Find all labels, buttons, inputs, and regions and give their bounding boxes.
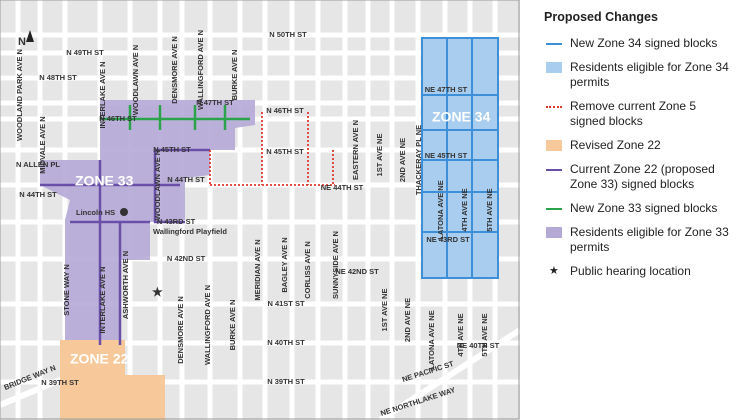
street-label: N 42ND ST [167, 254, 206, 263]
legend-label: Public hearing location [570, 264, 691, 278]
street-label: MERIDIAN AVE N [253, 239, 262, 300]
legend-label: Current Zone 22 (proposed Zone 33) signe… [570, 162, 715, 191]
legend-item: New Zone 34 signed blocks [540, 36, 732, 51]
street-label: N 50TH ST [269, 30, 307, 39]
legend-label: Residents eligible for Zone 34 permits [570, 60, 729, 89]
street-label: DENSMORE AVE N [176, 296, 185, 364]
street-label: INTERLAKE AVE N [98, 266, 107, 333]
legend-label: Revised Zone 22 [570, 138, 661, 152]
legend-swatch: ★ [549, 265, 559, 277]
street-label: N 41ST ST [267, 299, 305, 308]
legend-title: Proposed Changes [544, 10, 658, 24]
legend-item: Current Zone 22 (proposed Zone 33) signe… [540, 162, 732, 192]
street-label: 4TH AVE NE [460, 188, 469, 231]
north-arrow [26, 30, 34, 42]
remove-zone-5 [209, 112, 335, 186]
legend-swatch [546, 43, 562, 45]
street-label: WOODLAWN AVE N [153, 150, 162, 220]
legend-swatch [546, 140, 562, 151]
street [378, 327, 520, 420]
legend-swatch [546, 106, 562, 108]
street-label: N 49TH ST [66, 48, 104, 57]
zone-33-signed [40, 148, 210, 345]
street-label: NE 40TH ST [457, 341, 500, 350]
street-label: MIDVALE AVE N [38, 116, 47, 173]
street-label: WALLINGFORD AVE N [203, 285, 212, 365]
street-label: N 48TH ST [39, 73, 77, 82]
street-label: 1ST AVE NE [380, 289, 389, 332]
street-label: 2ND AVE NE [398, 138, 407, 182]
legend-swatch [546, 208, 562, 210]
legend-item: New Zone 33 signed blocks [540, 201, 732, 216]
street-label: N 43RD ST [157, 217, 196, 226]
street-label: BURKE AVE N [228, 300, 237, 351]
street-label: NE 42ND ST [335, 267, 379, 276]
legend-item: Residents eligible for Zone 33 permits [540, 225, 732, 255]
zone-label: ZONE 22 [70, 351, 129, 367]
street-label: WOODLAND PARK AVE N [15, 49, 24, 141]
street-label: ASHWORTH AVE N [121, 251, 130, 319]
zone-34-blocks [421, 37, 499, 279]
hearing-star: ★ [152, 285, 163, 299]
legend-swatch [546, 227, 562, 238]
street-label: 2ND AVE NE [403, 298, 412, 342]
street-label: NE 44TH ST [321, 183, 364, 192]
map: N ZONE 34 ZONE 33 ZONE 22 Lincoln HS Wal… [0, 0, 520, 420]
zone-34-area [422, 38, 498, 278]
street-label: NE 45TH ST [425, 151, 468, 160]
school-icon [120, 208, 128, 216]
legend-label: Residents eligible for Zone 33 permits [570, 225, 729, 254]
street-label: EASTERN AVE N [351, 120, 360, 180]
street-label: WALLINGFORD AVE N [196, 30, 205, 110]
legend-label: Remove current Zone 5 signed blocks [570, 99, 697, 128]
street-label: 4TH AVE NE [456, 313, 465, 356]
legend-swatch [546, 169, 562, 171]
street-label: N 46TH ST [99, 114, 137, 123]
street-label: LATONA AVE NE [427, 310, 436, 369]
street-label: N 45TH ST [266, 147, 304, 156]
street-label: N 45TH ST [153, 145, 191, 154]
street-label: CORLISS AVE N [303, 241, 312, 299]
street-label: SUNNYSIDE AVE N [331, 231, 340, 299]
legend-item: Revised Zone 22 [540, 138, 732, 153]
legend-label: New Zone 34 signed blocks [570, 36, 718, 50]
legend-swatch [546, 62, 562, 73]
street-label: BURKE AVE N [230, 50, 239, 101]
place-label: Wallingford Playfield [153, 227, 227, 236]
street-label: INTERLAKE AVE N [98, 61, 107, 128]
street-label: NE 47TH ST [425, 85, 468, 94]
north-label: N [18, 36, 26, 48]
zone-label: ZONE 34 [432, 109, 491, 125]
street-label: DENSMORE AVE N [170, 36, 179, 104]
street-label: STONE WAY N [62, 264, 71, 316]
street-label: WOODLAWN AVE N [131, 45, 140, 115]
legend: Proposed Changes New Zone 34 signed bloc… [540, 10, 732, 288]
new-zone-33-signed [100, 105, 250, 130]
legend-item: Residents eligible for Zone 34 permits [540, 60, 732, 90]
street-label: N 39TH ST [267, 377, 305, 386]
street-label: N 47TH ST [196, 98, 234, 107]
legend-items: New Zone 34 signed blocks Residents eligi… [540, 36, 732, 279]
street-label: N 39TH ST [41, 378, 79, 387]
street-label: THACKERAY PL NE [414, 125, 423, 195]
street-label: 5TH AVE NE [480, 313, 489, 356]
street-label: 1ST AVE NE [375, 134, 384, 177]
legend-item: ★ Public hearing location [540, 264, 732, 279]
street-label: 5TH AVE NE [485, 188, 494, 231]
street-label: N ALLEN PL [16, 160, 60, 169]
street-label: BAGLEY AVE N [280, 237, 289, 292]
place-label: Lincoln HS [76, 208, 115, 217]
legend-label: New Zone 33 signed blocks [570, 201, 718, 215]
street-label: N 44TH ST [167, 175, 205, 184]
street-label: NE 43RD ST [426, 235, 470, 244]
street-label: LATONA AVE NE [436, 180, 445, 239]
zone-label: ZONE 33 [75, 173, 134, 189]
legend-item: Remove current Zone 5 signed blocks [540, 99, 732, 129]
map-border [0, 0, 520, 420]
zone-22-area [60, 340, 165, 420]
street-label: N 44TH ST [19, 190, 57, 199]
street-label: N 40TH ST [267, 338, 305, 347]
street-label: N 46TH ST [266, 106, 304, 115]
